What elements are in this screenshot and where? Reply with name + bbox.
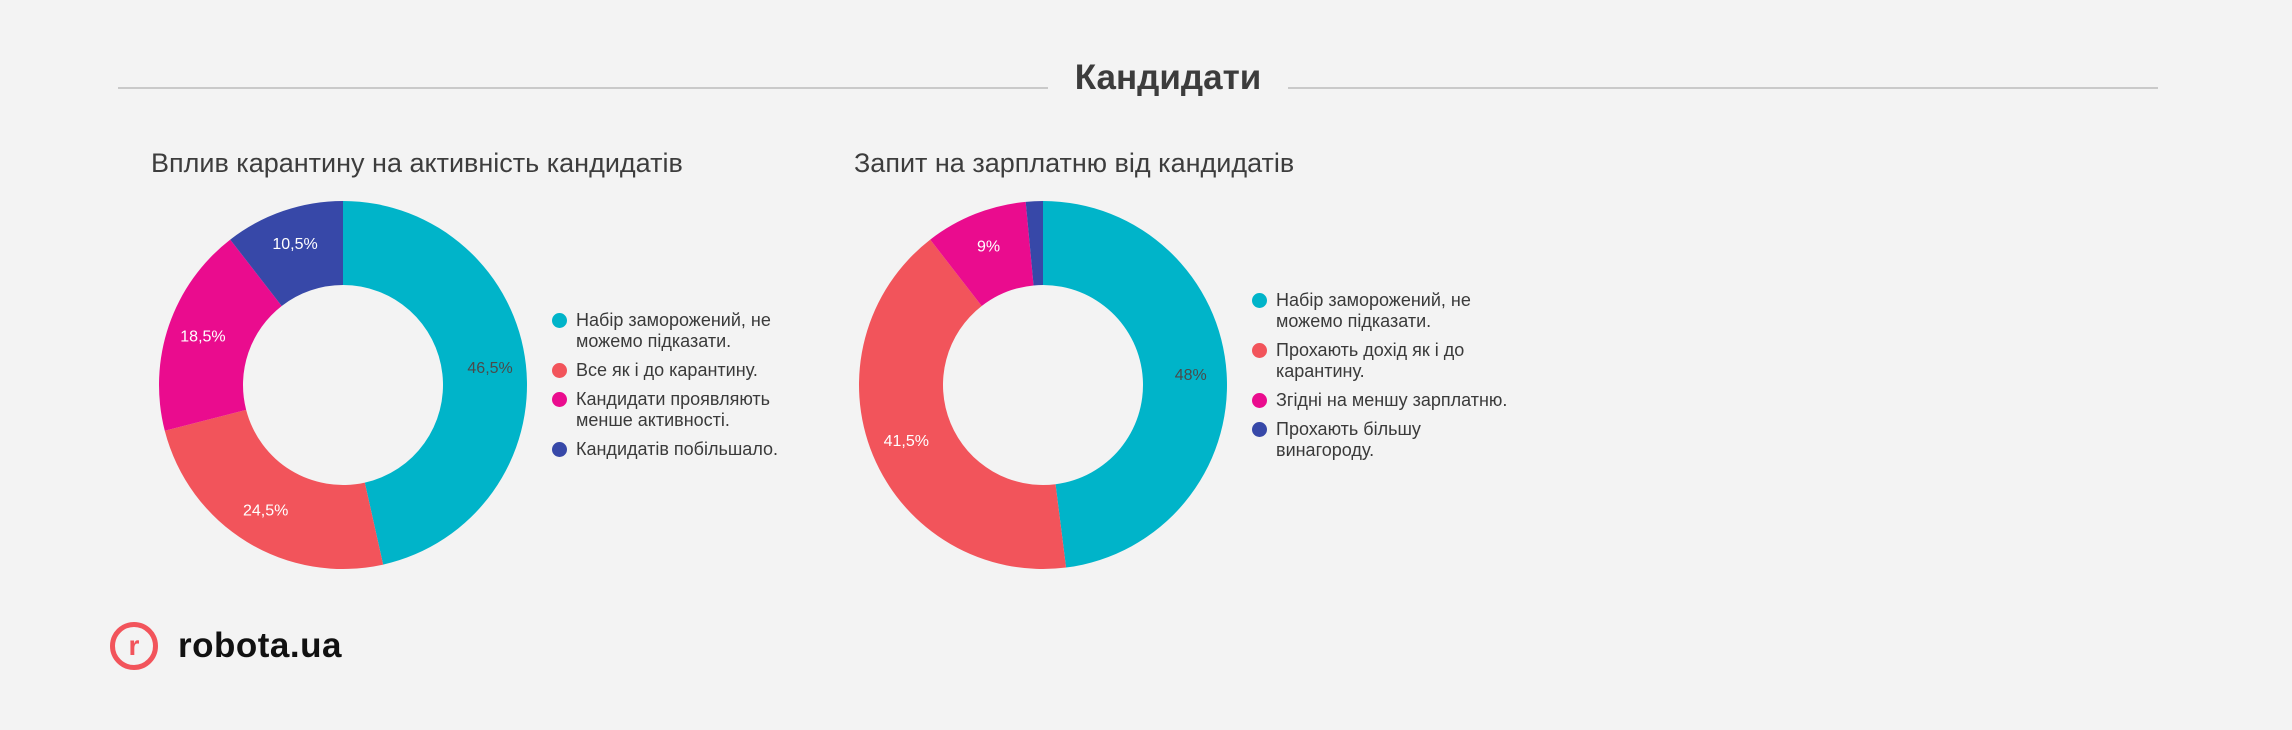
legend-item: Згідні на меншу зарплатню. (1252, 390, 1516, 411)
donut-slice (230, 201, 343, 306)
legend-label: Набір заморожений, не можемо підказати. (576, 310, 771, 351)
donut-slice (859, 239, 1067, 569)
legend-item: Кандидатів побільшало. (552, 439, 816, 460)
donut-slice (1025, 201, 1043, 286)
legend-swatch-icon (552, 442, 567, 457)
legend-salary-request: Набір заморожений, не можемо підказати. П… (1252, 290, 1516, 469)
legend-swatch-icon (1252, 343, 1267, 358)
slice-value-label: 10,5% (272, 236, 317, 253)
legend-swatch-icon (1252, 422, 1267, 437)
chart-title-quarantine-activity: Вплив карантину на активність кандидатів (151, 148, 683, 178)
legend-quarantine-activity: Набір заморожений, не можемо підказати. В… (552, 310, 816, 468)
slice-value-label: 24,5% (243, 502, 288, 519)
legend-label: Набір заморожений, не можемо підказати. (1276, 290, 1471, 331)
legend-label: Згідні на меншу зарплатню. (1276, 390, 1508, 410)
legend-label: Кандидатів побільшало. (576, 439, 779, 459)
donut-slice (343, 201, 528, 565)
legend-item: Набір заморожений, не можемо підказати. (1252, 290, 1516, 332)
header-divider-right (1288, 87, 2158, 89)
legend-item: Прохають більшу винагороду. (1252, 419, 1516, 461)
donut-slice (159, 239, 282, 431)
logo-mark-icon: r (110, 622, 158, 670)
legend-label: Прохають більшу винагороду. (1276, 419, 1421, 460)
slice-value-label: 18,5% (180, 328, 225, 345)
chart-title-salary-request: Запит на зарплатню від кандидатів (854, 148, 1295, 178)
slice-value-label: 41,5% (884, 433, 929, 450)
donut-slice (1043, 201, 1228, 568)
legend-swatch-icon (552, 363, 567, 378)
legend-swatch-icon (1252, 293, 1267, 308)
donut-slice (164, 409, 384, 569)
donut-chart-quarantine-activity: 46,5% 24,5% 18,5% 10,5% (159, 201, 528, 569)
donut-slice (930, 201, 1034, 306)
logo-wordmark: robota.ua (178, 626, 342, 665)
legend-item: Прохають дохід як і до карантину. (1252, 340, 1516, 382)
legend-item: Набір заморожений, не можемо підказати. (552, 310, 816, 352)
slice-value-label: 9% (977, 239, 1000, 256)
legend-item: Кандидати проявляють менше активності. (552, 389, 816, 431)
legend-swatch-icon (552, 313, 567, 328)
brand-logo[interactable]: r robota.ua (110, 622, 342, 670)
header-divider-left (118, 87, 1048, 89)
legend-label: Кандидати проявляють менше активності. (576, 389, 771, 430)
donut-chart-salary-request: 48% 41,5% 9% (859, 201, 1228, 569)
legend-swatch-icon (1252, 393, 1267, 408)
legend-label: Все як і до карантину. (576, 360, 758, 380)
slice-value-label: 48% (1175, 367, 1207, 384)
page-title: Кандидати (1074, 58, 1262, 97)
slice-value-label: 46,5% (467, 360, 512, 377)
legend-label: Прохають дохід як і до карантину. (1276, 340, 1465, 381)
legend-item: Все як і до карантину. (552, 360, 816, 381)
legend-swatch-icon (552, 392, 567, 407)
